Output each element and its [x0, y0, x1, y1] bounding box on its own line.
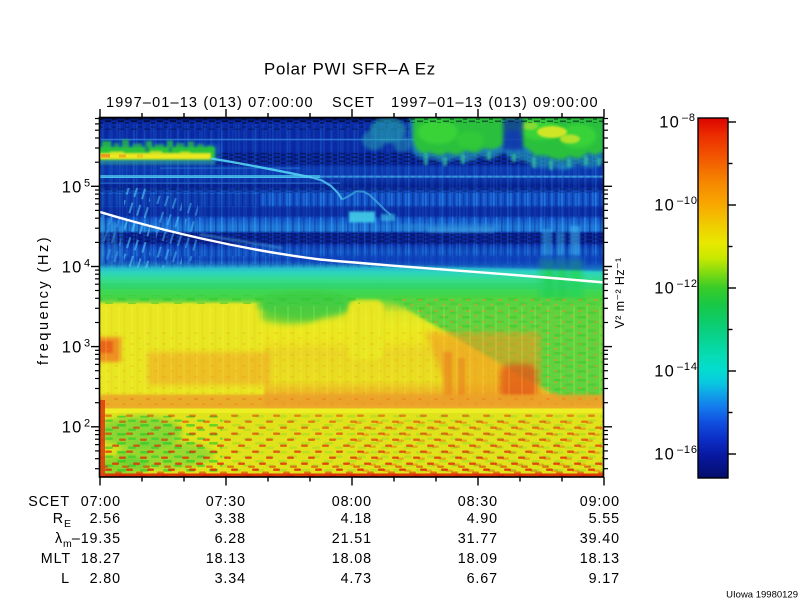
svg-text:10: 10 [654, 280, 675, 298]
svg-text:6.67: 6.67 [467, 571, 498, 587]
svg-text:–12: –12 [677, 278, 698, 290]
svg-text:2.80: 2.80 [90, 571, 121, 587]
svg-text:–14: –14 [677, 361, 698, 373]
svg-text:m: m [63, 538, 73, 550]
svg-text:SCET: SCET [28, 494, 70, 510]
svg-text:18.09: 18.09 [458, 551, 498, 567]
svg-text:V² m⁻² Hz⁻¹: V² m⁻² Hz⁻¹ [613, 257, 627, 328]
svg-text:10: 10 [62, 419, 83, 437]
svg-text:1997–01–13 (013) 09:00:00: 1997–01–13 (013) 09:00:00 [391, 95, 599, 111]
svg-text:–19.35: –19.35 [72, 531, 121, 547]
svg-text:3: 3 [84, 338, 90, 350]
svg-text:08:00: 08:00 [332, 494, 372, 510]
svg-text:4.73: 4.73 [341, 571, 372, 587]
svg-text:2.56: 2.56 [90, 511, 121, 527]
svg-text:2: 2 [84, 418, 90, 430]
svg-text:21.51: 21.51 [332, 531, 372, 547]
svg-text:07:30: 07:30 [206, 494, 246, 510]
svg-text:09:00: 09:00 [580, 494, 620, 510]
svg-text:9.17: 9.17 [589, 571, 620, 587]
svg-text:R: R [53, 511, 64, 527]
svg-text:18.08: 18.08 [332, 551, 372, 567]
svg-text:10: 10 [62, 179, 83, 197]
svg-text:07:00: 07:00 [81, 494, 121, 510]
svg-text:18.27: 18.27 [81, 551, 121, 567]
svg-text:4.18: 4.18 [341, 511, 372, 527]
svg-text:6.28: 6.28 [215, 531, 246, 547]
svg-text:31.77: 31.77 [458, 531, 498, 547]
svg-text:5: 5 [84, 178, 90, 190]
svg-text:–16: –16 [677, 444, 698, 456]
svg-text:3.34: 3.34 [215, 571, 246, 587]
svg-text:L: L [61, 571, 70, 587]
svg-text:MLT: MLT [41, 551, 71, 567]
svg-text:5.55: 5.55 [589, 511, 620, 527]
svg-text:SCET: SCET [332, 95, 375, 111]
svg-text:frequency (Hz): frequency (Hz) [36, 235, 52, 365]
svg-text:10: 10 [659, 114, 680, 132]
svg-text:10: 10 [62, 339, 83, 357]
svg-text:10: 10 [62, 259, 83, 277]
svg-text:–8: –8 [682, 112, 696, 124]
svg-text:10: 10 [654, 363, 675, 381]
svg-text:08:30: 08:30 [458, 494, 498, 510]
svg-text:4: 4 [84, 258, 90, 270]
svg-text:1997–01–13 (013) 07:00:00: 1997–01–13 (013) 07:00:00 [106, 95, 314, 111]
svg-text:UIowa 19980129: UIowa 19980129 [726, 590, 798, 600]
svg-text:E: E [64, 518, 72, 530]
svg-text:10: 10 [654, 446, 675, 464]
svg-text:3.38: 3.38 [215, 511, 246, 527]
svg-text:–10: –10 [677, 195, 698, 207]
svg-text:39.40: 39.40 [580, 531, 620, 547]
svg-text:Polar PWI SFR–A Ez: Polar PWI SFR–A Ez [264, 59, 436, 78]
svg-text:18.13: 18.13 [206, 551, 246, 567]
svg-text:18.13: 18.13 [580, 551, 620, 567]
svg-text:10: 10 [654, 197, 675, 215]
svg-text:λ: λ [55, 531, 63, 547]
svg-text:4.90: 4.90 [467, 511, 498, 527]
